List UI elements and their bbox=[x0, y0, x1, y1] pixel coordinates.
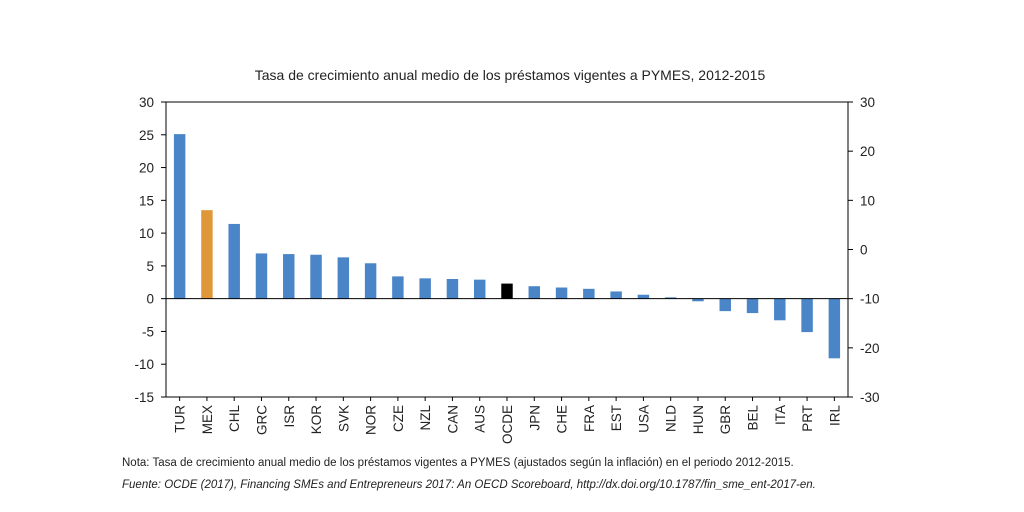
category-label: NZL bbox=[418, 405, 433, 431]
chart-source: Fuente: OCDE (2017), Financing SMEs and … bbox=[122, 479, 816, 491]
source-prefix: Fuente: OCDE (2017), bbox=[122, 479, 241, 491]
bar-can bbox=[446, 279, 459, 299]
category-label: AUS bbox=[473, 405, 488, 433]
category-label: EST bbox=[609, 405, 624, 431]
right-y-axis: -30 -20 -10 0 10 20 30 bbox=[848, 95, 880, 405]
category-label: IRL bbox=[827, 405, 842, 427]
category-label: SVK bbox=[336, 405, 351, 432]
bars-group bbox=[173, 134, 841, 359]
category-label: CHL bbox=[227, 405, 242, 432]
left-tick-label: 30 bbox=[139, 95, 154, 110]
category-label: NOR bbox=[364, 405, 379, 435]
left-tick-label: 20 bbox=[139, 161, 154, 176]
category-label: JPN bbox=[527, 405, 542, 431]
bar-tur bbox=[173, 134, 186, 299]
right-tick-label: 20 bbox=[860, 144, 875, 159]
source-suffix: , http://dx.doi.org/10.1787/fin_sme_ent-… bbox=[570, 479, 816, 491]
category-label: CAN bbox=[445, 405, 460, 434]
bar-chl bbox=[228, 223, 240, 299]
chart-title: Tasa de crecimiento anual medio de los p… bbox=[255, 67, 766, 83]
right-tick-label: 0 bbox=[860, 243, 868, 258]
category-label: NLD bbox=[664, 405, 679, 432]
bar-nzl bbox=[419, 278, 431, 299]
category-label: GBR bbox=[718, 405, 733, 435]
category-label: KOR bbox=[309, 405, 324, 435]
left-tick-label: 15 bbox=[139, 193, 154, 208]
bar-fra bbox=[583, 288, 595, 299]
category-label: USA bbox=[636, 405, 651, 433]
left-tick-label: 0 bbox=[146, 292, 154, 307]
bar-hun bbox=[692, 298, 704, 302]
category-label: CZE bbox=[391, 405, 406, 432]
category-label: GRC bbox=[254, 405, 269, 435]
category-label: PRT bbox=[800, 405, 815, 432]
chart-note: Nota: Tasa de crecimiento anual medio de… bbox=[122, 457, 794, 469]
category-label: FRA bbox=[582, 405, 597, 432]
category-labels: TUR MEX CHL GRC ISR KOR SVK NOR CZE NZL CAN AUS OCDE… bbox=[173, 397, 842, 444]
left-tick-label: -10 bbox=[134, 357, 154, 372]
category-label: ISR bbox=[282, 405, 297, 428]
bar-nld bbox=[664, 297, 677, 299]
bar-jpn bbox=[528, 286, 541, 299]
bar-nor bbox=[364, 263, 377, 299]
source-title: Financing SMEs and Entrepreneurs 2017: A… bbox=[240, 479, 571, 491]
bar-mex bbox=[201, 210, 213, 299]
right-tick-label: -20 bbox=[860, 341, 880, 356]
category-label: BEL bbox=[746, 405, 761, 431]
bar-est bbox=[610, 291, 622, 299]
category-label: OCDE bbox=[500, 405, 515, 444]
bar-che bbox=[555, 287, 568, 299]
category-label: TUR bbox=[173, 405, 188, 433]
right-tick-label: -10 bbox=[860, 292, 880, 307]
bar-irl bbox=[828, 298, 841, 359]
right-tick-label: 10 bbox=[860, 193, 875, 208]
left-y-axis: -15 -10 -5 0 5 10 15 20 25 30 bbox=[134, 95, 166, 405]
bar-kor bbox=[310, 254, 322, 299]
bar-gbr bbox=[719, 298, 731, 312]
category-label: HUN bbox=[691, 405, 706, 434]
left-tick-label: 25 bbox=[139, 128, 154, 143]
right-tick-label: -30 bbox=[860, 390, 880, 405]
category-label: ITA bbox=[773, 405, 788, 425]
left-tick-label: -5 bbox=[142, 324, 154, 339]
bar-isr bbox=[283, 254, 295, 299]
bar-ocde bbox=[501, 283, 513, 299]
left-tick-label: -15 bbox=[134, 390, 154, 405]
left-tick-label: 10 bbox=[139, 226, 154, 241]
bar-bel bbox=[746, 298, 759, 314]
category-label: CHE bbox=[555, 405, 570, 434]
plot-frame bbox=[165, 101, 849, 398]
bar-grc bbox=[255, 253, 268, 299]
bar-aus bbox=[473, 279, 486, 299]
note-text: Nota: Tasa de crecimiento anual medio de… bbox=[122, 457, 794, 469]
right-tick-label: 30 bbox=[860, 95, 875, 110]
left-tick-label: 5 bbox=[146, 259, 154, 274]
bar-usa bbox=[637, 294, 650, 299]
bar-ita bbox=[774, 298, 786, 321]
bar-cze bbox=[392, 276, 404, 299]
bar-prt bbox=[801, 298, 813, 333]
category-label: MEX bbox=[200, 405, 215, 434]
bar-svk bbox=[337, 257, 350, 299]
